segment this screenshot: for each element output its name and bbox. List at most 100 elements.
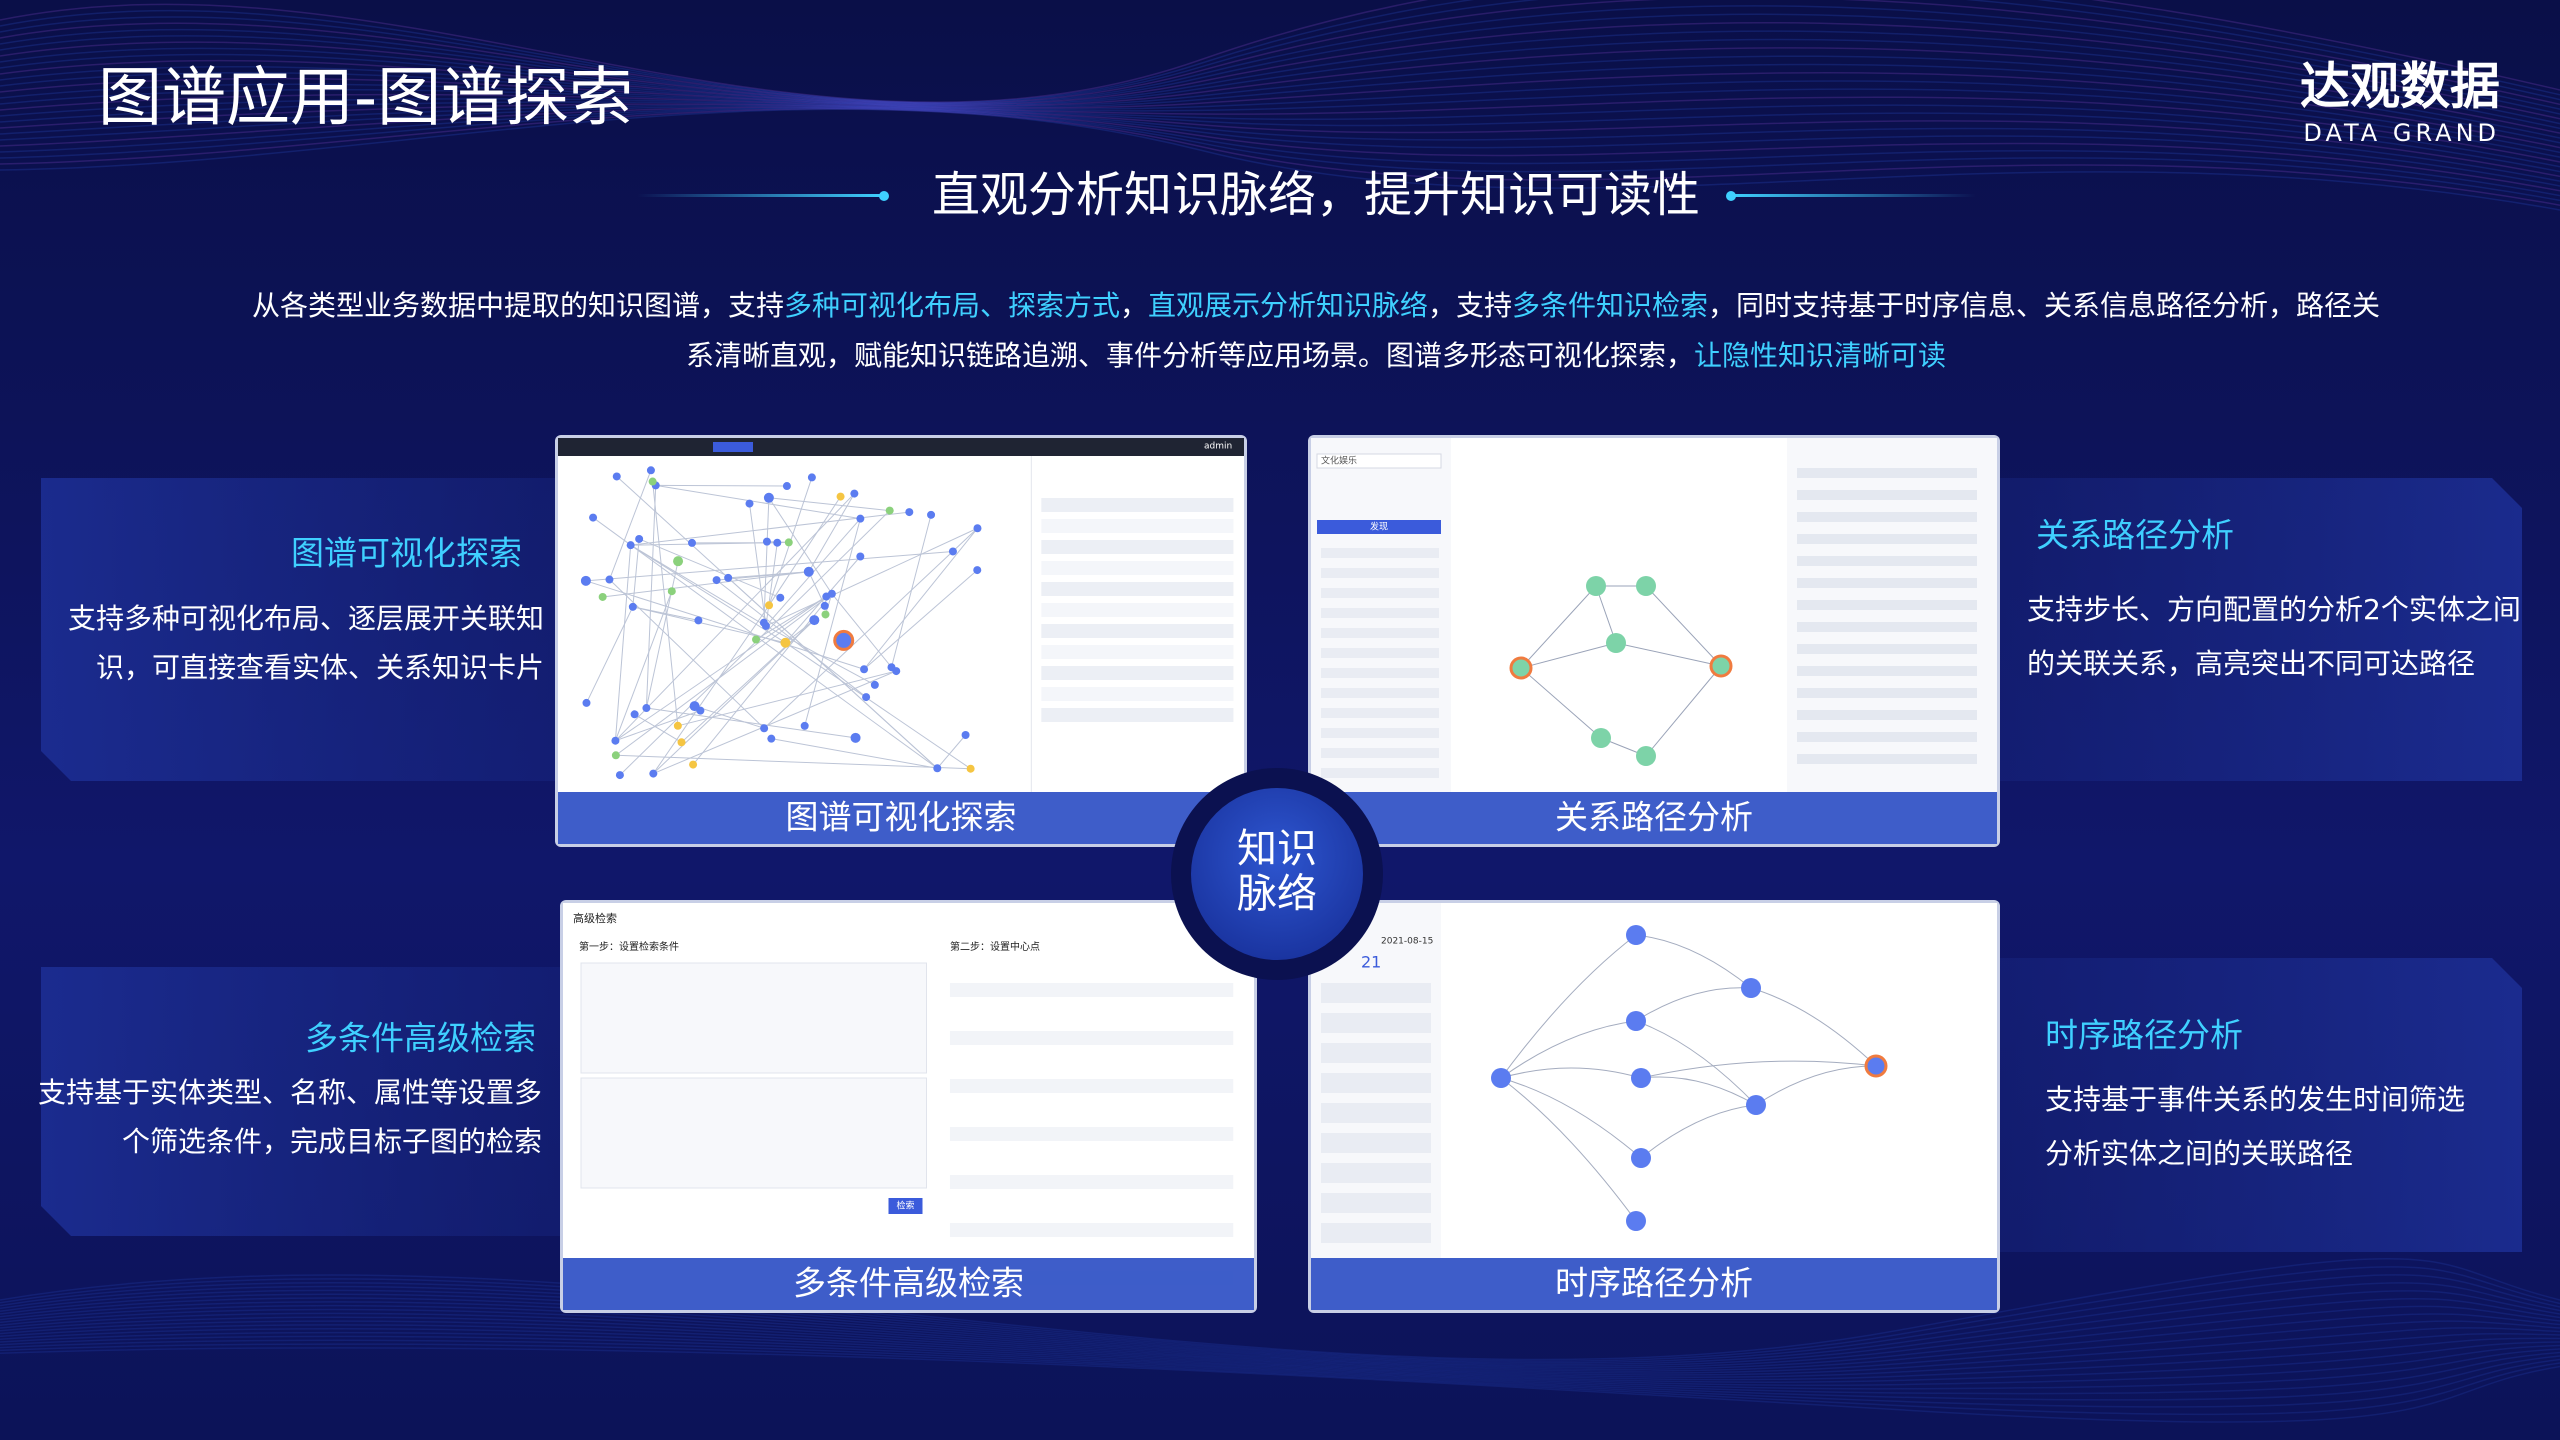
- ui-node: [673, 721, 682, 730]
- feature-description: 支持基于实体类型、名称、属性等设置多: [38, 1076, 542, 1109]
- wave-line: [0, 5, 2560, 110]
- ui-node: [1626, 925, 1646, 945]
- wave-line: [0, 88, 2560, 158]
- ui-row: [949, 1103, 1234, 1117]
- screen-caption: 时序路径分析: [1555, 1264, 1753, 1303]
- ui-row: [1321, 768, 1439, 778]
- ui-node: [580, 575, 591, 586]
- ui-row: [1797, 512, 1977, 522]
- ui-edge: [614, 591, 673, 741]
- wave-line: [0, 1324, 2560, 1387]
- wave-line: [0, 1266, 2560, 1362]
- ui-card: [580, 962, 927, 1074]
- ui-node: [1491, 1068, 1511, 1088]
- ui-edge: [652, 481, 679, 726]
- ui-row: [949, 1151, 1234, 1165]
- ui-node: [807, 473, 816, 482]
- ui-edge: [1750, 987, 1877, 1067]
- ui-edge: [592, 517, 938, 769]
- ui-row: [1321, 1073, 1431, 1093]
- ui-node: [694, 616, 703, 625]
- ui-node: [887, 663, 896, 672]
- ui-node: [1586, 576, 1606, 596]
- ui-button: [888, 1198, 923, 1214]
- wave-line: [0, 104, 2560, 182]
- ui-node: [630, 710, 639, 719]
- ui-node: [773, 538, 782, 547]
- wave-line: [0, 0, 2560, 103]
- ui-edge: [1520, 667, 1602, 739]
- wave-line: [0, 22, 2560, 120]
- ui-edge: [936, 734, 966, 769]
- ui-node: [856, 552, 865, 561]
- ui-edge: [1500, 934, 1637, 1079]
- ui-text: 检索: [896, 1200, 914, 1212]
- intro-highlight: 多条件知识检索: [1512, 289, 1708, 322]
- ui-edge: [585, 550, 953, 582]
- ui-row: [949, 1223, 1234, 1237]
- screen-caption: 图谱可视化探索: [786, 798, 1017, 837]
- ui-row: [1321, 1043, 1431, 1063]
- ui-edge: [863, 569, 978, 670]
- ui-node: [1741, 978, 1761, 998]
- subtitle-dot: [879, 191, 889, 201]
- ui-node: [689, 760, 698, 769]
- ui-text: 高级检索: [573, 911, 617, 925]
- ui-edge: [645, 485, 657, 709]
- ui-text: 第二步：设置中心点: [950, 940, 1040, 953]
- ui-node: [626, 541, 635, 550]
- ui-edge: [655, 484, 787, 487]
- ui-row: [949, 1079, 1234, 1093]
- ui-row: [1321, 748, 1439, 758]
- ui-node: [763, 492, 774, 503]
- ui-edge: [1640, 1104, 1757, 1159]
- ui-edge: [755, 596, 827, 640]
- intro-text: 系清晰直观，赋能知识链路追溯、事件分析等应用场景。图谱多形态可视化探索，: [686, 339, 1694, 372]
- wave-line: [0, 106, 2560, 192]
- ui-edge: [653, 670, 897, 775]
- ui-row: [1797, 754, 1977, 764]
- ui-row: [1321, 548, 1439, 558]
- ui-node: [821, 610, 830, 619]
- ui-edge: [1615, 642, 1722, 667]
- ui-edge: [808, 493, 855, 573]
- side-band: [1997, 478, 2522, 781]
- ui-edge: [630, 544, 786, 644]
- ui-input: [1316, 453, 1442, 469]
- ui-row: [1797, 666, 1977, 676]
- wave-line: [0, 30, 2560, 125]
- ui-row: [1321, 1193, 1431, 1213]
- ui-edge: [692, 593, 833, 765]
- features: 图谱可视化探索支持多种可视化布局、逐层展开关联知识，可直接查看实体、关系知识卡片…: [38, 516, 2521, 1171]
- ui-edge: [716, 579, 867, 698]
- badge-text: 脉络: [1237, 871, 1317, 917]
- ui-node-focus: [833, 629, 855, 651]
- ui-node: [687, 538, 696, 547]
- ui-edge: [608, 470, 652, 580]
- ui-node: [1509, 656, 1533, 680]
- ui-node: [933, 764, 942, 773]
- ui-node: [752, 635, 761, 644]
- ui-node: [948, 547, 957, 556]
- ui-node: [966, 764, 975, 773]
- ui-node: [827, 589, 836, 598]
- wave-line: [0, 105, 2560, 187]
- ui-row: [1797, 468, 1977, 478]
- ui-row: [949, 1007, 1234, 1021]
- ui-row: [1321, 1103, 1431, 1123]
- wave-line: [0, 1297, 2560, 1371]
- wave-line: [0, 80, 2560, 154]
- ui-row: [1321, 668, 1439, 678]
- screenshot: admin 图谱可视化探索: [555, 435, 1247, 847]
- wave-line: [0, 1339, 2560, 1408]
- ui-node: [615, 771, 624, 780]
- ui-row: [1321, 708, 1439, 718]
- wave-line: [0, 0, 2560, 104]
- ui-edge: [1595, 585, 1617, 644]
- ui-node: [782, 482, 791, 491]
- wave-line: [0, 1282, 2560, 1366]
- ui-node: [1636, 576, 1656, 596]
- caption-bar: [1311, 1258, 1997, 1310]
